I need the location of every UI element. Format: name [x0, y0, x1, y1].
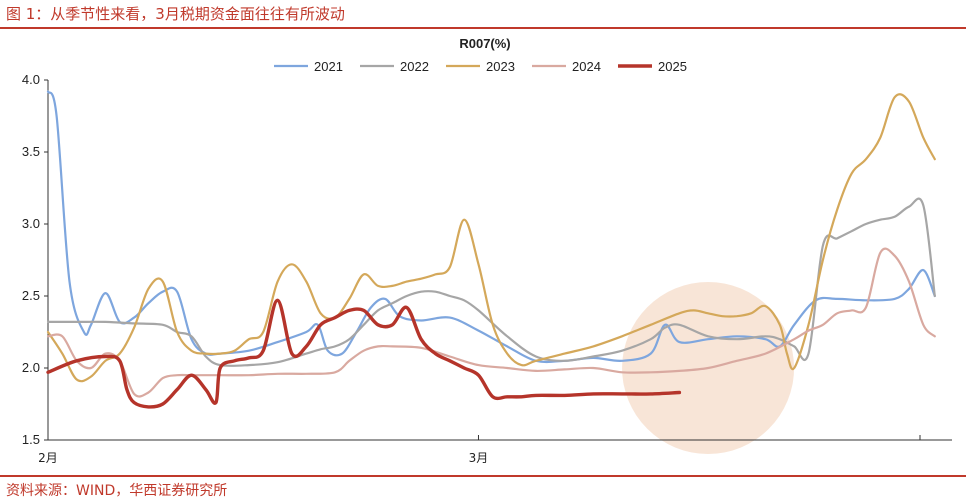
y-tick-label: 2.0 — [22, 360, 40, 375]
series-line-2024 — [46, 247, 936, 398]
legend-label-2021: 2021 — [314, 59, 343, 74]
figure-source: 资料来源：WIND，华西证券研究所 — [6, 483, 228, 499]
x-tick-label: 3月 — [469, 451, 489, 465]
figure-title: 图 1：从季节性来看，3月税期资金面往往有所波动 — [6, 5, 345, 23]
legend-label-2025: 2025 — [658, 59, 687, 74]
y-tick-label: 3.5 — [22, 144, 40, 159]
series-line-2023 — [46, 93, 936, 383]
series-layer — [46, 90, 936, 409]
legend-label-2023: 2023 — [486, 59, 515, 74]
y-tick-label: 4.0 — [22, 72, 40, 87]
x-tick-label: 2月 — [38, 451, 58, 465]
series-line-2025 — [46, 298, 682, 409]
bottom-rule — [0, 475, 966, 477]
series-line-2021 — [46, 90, 936, 364]
legend-layer: R007(%) 2021 2022 2023 2024 2025 — [274, 36, 687, 74]
r007-line-chart: 1.5 2.0 2.5 3.0 3.5 4.0 2月 3月 R007(%) 2021 2022 20… — [22, 36, 952, 465]
chart-title: R007(%) — [459, 36, 510, 51]
top-rule — [0, 27, 966, 29]
y-tick-label: 2.5 — [22, 288, 40, 303]
axes-layer: 1.5 2.0 2.5 3.0 3.5 4.0 2月 3月 — [22, 72, 952, 465]
legend-label-2024: 2024 — [572, 59, 601, 74]
y-tick-label: 3.0 — [22, 216, 40, 231]
y-tick-label: 1.5 — [22, 432, 40, 447]
legend-label-2022: 2022 — [400, 59, 429, 74]
